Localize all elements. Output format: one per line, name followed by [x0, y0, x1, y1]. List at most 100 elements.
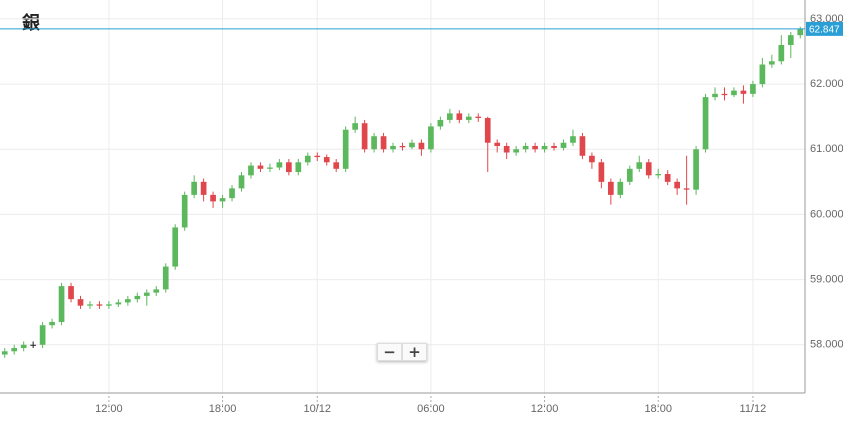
candle-body — [267, 167, 273, 169]
candle-body — [200, 181, 207, 195]
candle-body — [106, 304, 112, 306]
candle-body — [286, 162, 292, 173]
x-tick-label: 06:00 — [417, 403, 445, 415]
candle-body — [390, 145, 396, 150]
candle-body — [229, 188, 235, 199]
candle-body — [475, 116, 482, 118]
candle-body — [115, 302, 122, 305]
candle-body — [219, 198, 226, 202]
candle-body — [191, 181, 197, 195]
candle-body — [352, 123, 358, 130]
candle-body — [134, 295, 141, 300]
x-tick-label: 11/12 — [740, 403, 767, 415]
candle-body — [380, 136, 387, 150]
candle-body — [655, 174, 662, 176]
candle-body — [645, 162, 652, 176]
candle-body — [96, 304, 103, 306]
candle-body — [11, 348, 18, 352]
candle-body — [532, 145, 538, 150]
candle-body — [551, 145, 557, 148]
candle-body — [522, 145, 529, 150]
candle-body — [162, 266, 169, 290]
x-tick-label: 12:00 — [531, 403, 559, 415]
candle-body — [456, 113, 463, 120]
candle-body — [579, 136, 586, 156]
candle-body — [750, 84, 756, 94]
candle-body — [740, 90, 747, 94]
candle-body — [664, 174, 671, 182]
candle-body — [342, 129, 349, 169]
candle-body — [371, 136, 377, 150]
candle-body — [30, 344, 36, 346]
candle-body — [210, 194, 216, 202]
x-tick-label: 18:00 — [644, 403, 672, 415]
candle-body — [77, 299, 84, 306]
candle-body — [674, 181, 680, 189]
candle-body — [153, 289, 160, 293]
candle-body — [68, 286, 74, 300]
y-tick-label: 58.000 — [810, 339, 843, 351]
y-tick-label: 62.000 — [810, 78, 843, 90]
zoom-in-button[interactable]: + — [402, 343, 427, 361]
candle-body — [125, 299, 131, 303]
candle-body — [181, 194, 188, 228]
candle-body — [693, 149, 699, 190]
candle-body — [428, 126, 434, 150]
candle-body — [465, 116, 472, 120]
candle-body — [503, 145, 510, 153]
x-tick-label: 18:00 — [209, 403, 237, 415]
candle-body — [787, 35, 794, 45]
y-tick-label: 63.000 — [810, 13, 843, 25]
candle-body — [361, 123, 368, 150]
candle-body — [418, 142, 425, 150]
candle-body — [447, 113, 453, 120]
chart-title: 銀 — [22, 12, 40, 33]
candle-body — [49, 321, 55, 326]
candle-body — [494, 142, 501, 146]
candle-body — [409, 142, 415, 148]
candle-body — [143, 292, 150, 296]
candle-body — [759, 64, 766, 85]
candle-body — [437, 119, 444, 127]
candle-body — [541, 145, 548, 150]
candle-body — [276, 162, 283, 168]
candle-body — [58, 286, 65, 322]
candle-body — [778, 44, 785, 62]
last-price-label: 62.847 — [809, 25, 840, 36]
x-tick-label: 12:00 — [95, 403, 123, 415]
x-tick-label: 10/12 — [303, 403, 331, 415]
candle-body — [636, 162, 643, 169]
candle-body — [683, 188, 690, 190]
candle-body — [248, 165, 254, 176]
y-tick-label: 59.000 — [810, 274, 843, 286]
candle-body — [589, 155, 595, 163]
candle-body — [20, 344, 27, 349]
candle-body — [399, 145, 406, 148]
y-tick-label: 60.000 — [810, 208, 843, 220]
candle-body — [626, 168, 633, 182]
zoom-out-button[interactable]: − — [377, 343, 402, 361]
candle-body — [570, 136, 576, 143]
last-price-box — [806, 21, 843, 36]
candle-body — [608, 181, 614, 195]
candle-body — [712, 93, 718, 98]
candle-body — [238, 175, 245, 189]
candle-body — [295, 162, 302, 173]
candle-body — [617, 181, 624, 195]
candle-body — [731, 90, 737, 96]
candle-body — [304, 155, 311, 163]
candle-body — [172, 227, 179, 267]
candle-body — [484, 117, 491, 143]
candle-body — [1, 351, 8, 355]
candle-body — [513, 149, 519, 153]
y-tick-label: 61.000 — [810, 143, 843, 155]
candle-body — [87, 304, 93, 306]
candle-body — [797, 28, 804, 36]
candle-body — [702, 97, 709, 150]
candle-body — [769, 61, 775, 65]
zoom-controls: − + — [377, 343, 427, 361]
candle-body — [39, 325, 46, 345]
candle-body — [314, 155, 321, 158]
